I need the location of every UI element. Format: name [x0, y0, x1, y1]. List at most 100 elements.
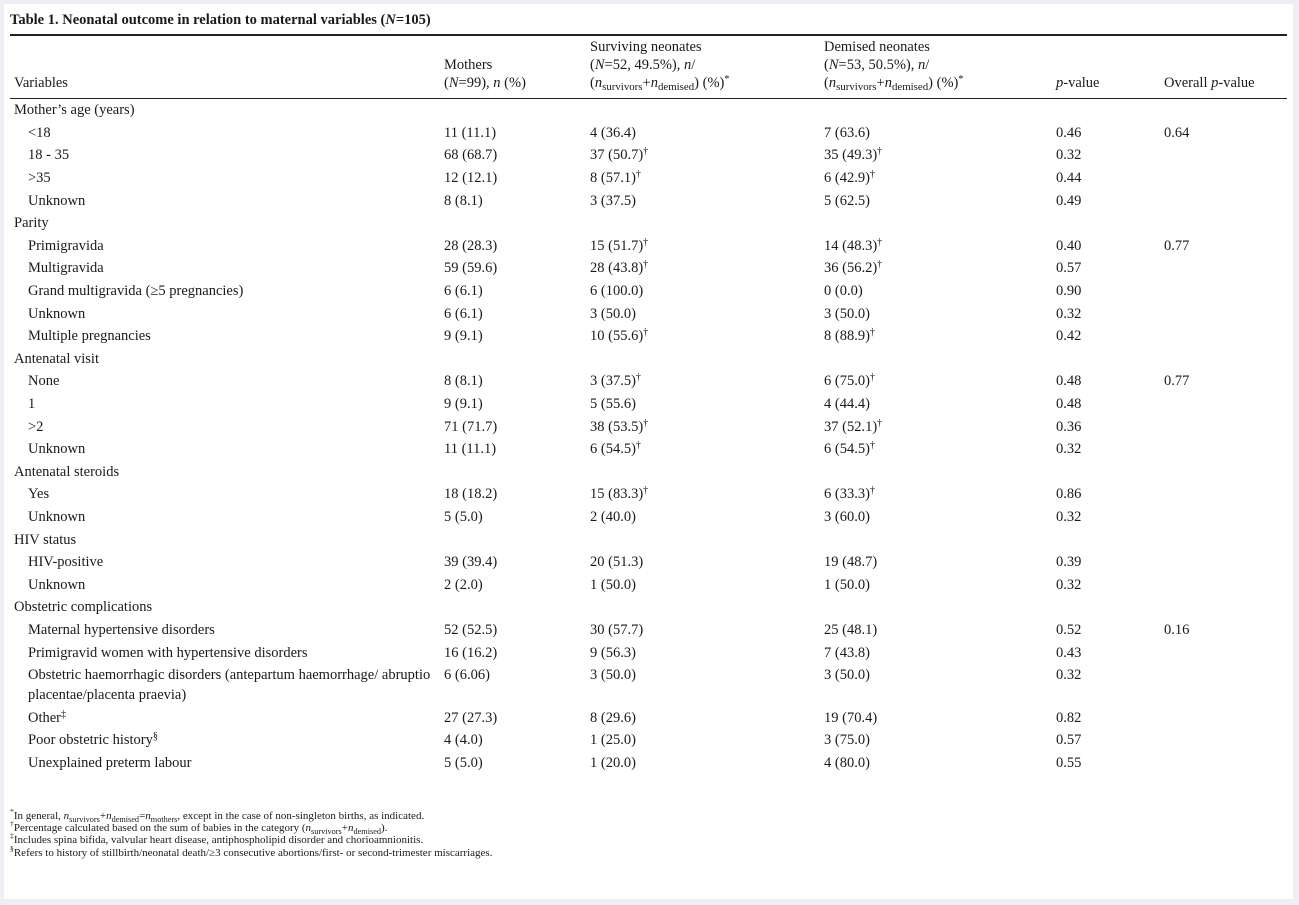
cell-p: 0.90	[1056, 283, 1082, 300]
footnote-text: demised	[111, 815, 140, 824]
header-text: n	[594, 75, 603, 91]
header-text: demised	[657, 81, 695, 93]
cell-p: 0.52	[1056, 621, 1082, 638]
cell-overall: 0.64	[1164, 124, 1190, 141]
header-cell: p-value	[1052, 35, 1160, 99]
cell-surviving: 1 (20.0)	[590, 754, 636, 771]
data-row: <18 11 (11.1) 4 (36.4) 7 (63.6) 0.46 0.64	[10, 122, 1287, 145]
row-label: Yes	[28, 486, 50, 503]
data-row: Primigravid women with hypertensive diso…	[10, 641, 1287, 664]
cell-overall	[1160, 483, 1287, 506]
cell-mothers: 9 (9.1)	[444, 396, 483, 413]
header-text: (	[444, 75, 449, 91]
table-title: Table 1. Neonatal outcome in relation to…	[10, 12, 431, 29]
cell-surviving: 4 (36.4)	[590, 124, 636, 141]
title-text: Table 1. Neonatal outcome in relation to…	[10, 12, 386, 28]
cell-surviving: 9 (56.3)	[590, 644, 636, 661]
cell-demised: 3 (50.0)	[824, 667, 870, 684]
data-row: Grand multigravida (≥5 pregnancies) 6 (6.…	[10, 280, 1287, 303]
cell-mothers: 9 (9.1)	[444, 328, 483, 345]
row-label: Unknown	[28, 192, 86, 209]
table-head: Variables Mothers (N=99), n (%) Surviving…	[10, 35, 1287, 99]
header-text: +	[642, 75, 651, 91]
cell-overall	[1160, 641, 1287, 664]
cell-mothers: 8 (8.1)	[444, 373, 483, 390]
data-row: Primigravida 28 (28.3) 15 (51.7)† 14 (48.3)…	[10, 235, 1287, 258]
row-label: Unknown	[28, 508, 86, 525]
cell-p: 0.32	[1056, 667, 1082, 684]
data-table: Variables Mothers (N=99), n (%) Surviving…	[10, 34, 1287, 779]
row-label: None	[28, 373, 60, 390]
cell-surviving: 10 (55.6)†	[590, 327, 649, 345]
footnote-text: Refers to history of stillbirth/neonatal…	[13, 846, 493, 859]
header-text: *	[958, 74, 964, 85]
header-text: n	[917, 57, 926, 73]
row-label: Other‡	[28, 708, 67, 726]
cell-surviving: 3 (50.0)	[590, 305, 636, 322]
row-label: Multiple pregnancies	[28, 328, 151, 345]
cell-overall	[1160, 706, 1287, 729]
footnote-text: *	[10, 807, 14, 816]
cell-surviving: 28 (43.8)†	[590, 259, 649, 277]
cell-overall: 0.77	[1164, 373, 1190, 390]
cell-mothers: 68 (68.7)	[444, 147, 498, 164]
header-text: =52, 49.5%),	[604, 57, 684, 73]
cell-demised: 14 (48.3)†	[824, 236, 883, 254]
data-row: Multigravida 59 (59.6) 28 (43.8)† 36 (56.2)…	[10, 257, 1287, 280]
header-text: ) (%)	[928, 75, 959, 91]
cell-surviving: 15 (83.3)†	[590, 485, 649, 503]
cell-demised: 19 (48.7)	[824, 554, 878, 571]
cell-overall	[1160, 189, 1287, 212]
footnote-text: Includes spina bifida, valvular heart di…	[13, 834, 424, 847]
footnote-text: , except in the case of non-singleton bi…	[177, 810, 425, 822]
row-label: Primigravid women with hypertensive diso…	[28, 644, 308, 661]
cell-demised: 25 (48.1)	[824, 621, 878, 638]
cell-mothers: 5 (5.0)	[444, 508, 483, 525]
section-title: HIV status	[14, 531, 77, 548]
header-text: /	[925, 57, 930, 73]
cell-surviving: 1 (25.0)	[590, 732, 636, 749]
cell-mothers: 27 (27.3)	[444, 709, 498, 726]
cell-overall: 0.77	[1164, 237, 1190, 254]
data-row: Obstetric haemorrhagic disorders (antepa…	[10, 664, 1287, 707]
cell-demised: 37 (52.1)†	[824, 417, 883, 435]
cell-surviving: 6 (100.0)	[590, 283, 644, 300]
cell-overall	[1160, 280, 1287, 303]
header-text: +	[876, 75, 885, 91]
document: Table 1. Neonatal outcome in relation to…	[4, 4, 1293, 899]
section-row: Parity	[10, 212, 1287, 235]
section-title: Obstetric complications	[14, 599, 153, 616]
cell-mothers: 6 (6.1)	[444, 283, 483, 300]
cell-mothers: 18 (18.2)	[444, 486, 498, 503]
header-row: Variables Mothers (N=99), n (%) Surviving…	[10, 35, 1287, 99]
cell-demised: 7 (63.6)	[824, 124, 870, 141]
header-text: Demised neonates	[824, 39, 930, 55]
header-text: n	[683, 57, 692, 73]
data-row: Yes 18 (18.2) 15 (83.3)† 6 (33.3)† 0.86	[10, 483, 1287, 506]
cell-overall	[1160, 325, 1287, 348]
title-text: =105)	[395, 12, 431, 28]
cell-overall	[1160, 302, 1287, 325]
cell-p: 0.57	[1056, 732, 1082, 749]
cell-mothers: 71 (71.7)	[444, 418, 498, 435]
footnote-text: =	[139, 810, 146, 822]
data-row: Maternal hypertensive disorders 52 (52.5)…	[10, 619, 1287, 642]
header-cell: Overall p-value	[1160, 35, 1287, 99]
header-text: n	[828, 75, 837, 91]
cell-mothers: 6 (6.06)	[444, 667, 490, 684]
footnote-text: survivors	[311, 827, 342, 837]
data-row: Unknown 5 (5.0) 2 (40.0) 3 (60.0) 0.32	[10, 506, 1287, 529]
cell-demised: 3 (50.0)	[824, 305, 870, 322]
header-text: demised	[891, 81, 929, 93]
cell-p: 0.48	[1056, 396, 1082, 413]
cell-overall	[1160, 752, 1287, 779]
cell-surviving: 3 (50.0)	[590, 667, 636, 684]
data-row: 1 9 (9.1) 5 (55.6) 4 (44.4) 0.48	[10, 393, 1287, 416]
cell-surviving: 3 (37.5)	[590, 192, 636, 209]
cell-demised: 4 (80.0)	[824, 754, 870, 771]
footnotes: *In general, nsurvivors+ndemised=nmother…	[10, 807, 493, 859]
row-label: Unknown	[28, 305, 86, 322]
header-text: N	[594, 57, 605, 73]
header-text: survivors	[602, 81, 643, 93]
data-row: Poor obstetric history§ 4 (4.0) 1 (25.0) 3 …	[10, 729, 1287, 752]
